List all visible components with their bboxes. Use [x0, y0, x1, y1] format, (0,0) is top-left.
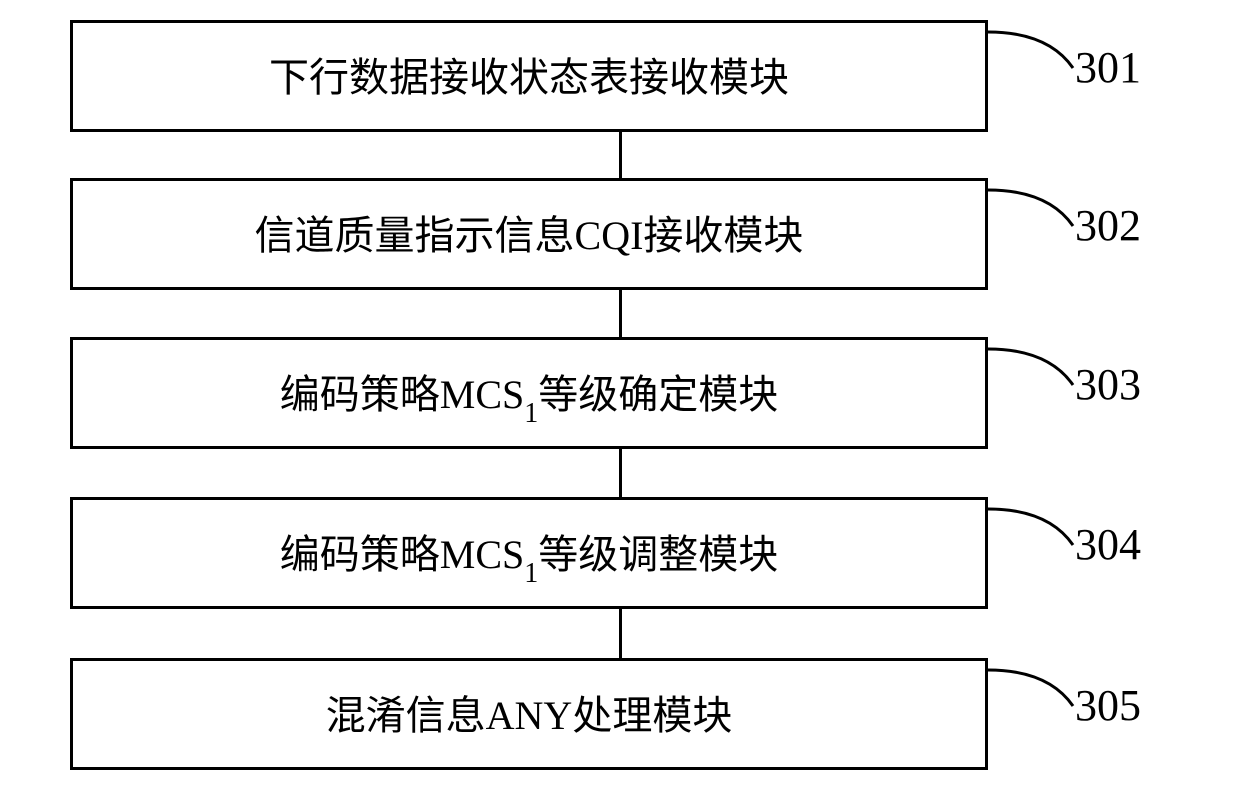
callout-line-5	[988, 658, 1083, 718]
node-4-number: 304	[1075, 519, 1141, 570]
node-1-number: 301	[1075, 42, 1141, 93]
node-3-text: 编码策略MCS1等级确定模块	[280, 362, 779, 425]
node-2-text: 信道质量指示信息CQI接收模块	[255, 203, 804, 266]
callout-line-4	[988, 497, 1083, 557]
connector-3-4	[619, 449, 622, 497]
callout-line-1	[988, 20, 1083, 80]
node-1: 下行数据接收状态表接收模块	[70, 20, 988, 132]
node-4-text: 编码策略MCS1等级调整模块	[280, 522, 779, 585]
node-5: 混淆信息ANY处理模块	[70, 658, 988, 770]
node-1-text: 下行数据接收状态表接收模块	[269, 45, 789, 108]
connector-4-5	[619, 609, 622, 658]
callout-line-3	[988, 337, 1083, 397]
node-container-2: 信道质量指示信息CQI接收模块 302	[70, 178, 1170, 290]
callout-line-2	[988, 178, 1083, 238]
node-2: 信道质量指示信息CQI接收模块	[70, 178, 988, 290]
node-container-5: 混淆信息ANY处理模块 305	[70, 658, 1170, 770]
node-5-text: 混淆信息ANY处理模块	[326, 683, 733, 746]
node-container-3: 编码策略MCS1等级确定模块 303	[70, 337, 1170, 449]
node-3: 编码策略MCS1等级确定模块	[70, 337, 988, 449]
node-2-number: 302	[1075, 200, 1141, 251]
connector-1-2	[619, 132, 622, 178]
node-container-1: 下行数据接收状态表接收模块 301	[70, 20, 1170, 132]
node-container-4: 编码策略MCS1等级调整模块 304	[70, 497, 1170, 609]
node-3-number: 303	[1075, 359, 1141, 410]
node-4: 编码策略MCS1等级调整模块	[70, 497, 988, 609]
node-5-number: 305	[1075, 680, 1141, 731]
connector-2-3	[619, 290, 622, 337]
flowchart-diagram: 下行数据接收状态表接收模块 301 信道质量指示信息CQI接收模块 302 编码…	[70, 20, 1170, 770]
